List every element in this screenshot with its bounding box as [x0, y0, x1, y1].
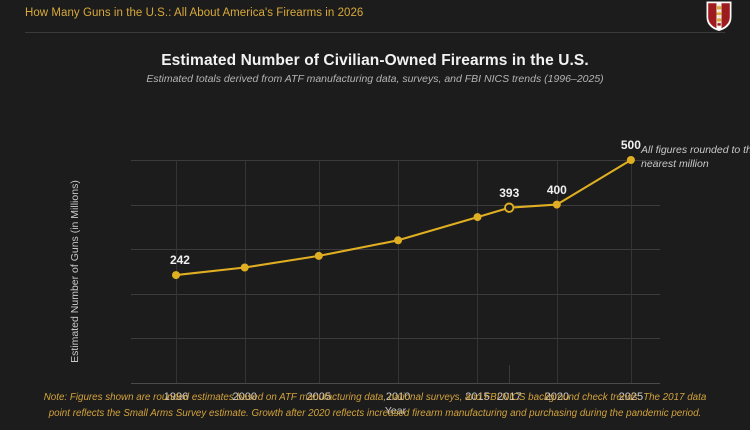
gridline-y-300	[131, 249, 660, 251]
data-point-2017[interactable]	[504, 202, 515, 213]
chart-subtitle: Estimated totals derived from ATF manufa…	[146, 73, 604, 85]
x-tick-2000: 2000	[232, 391, 257, 403]
footnote: Note: Figures shown are rounded estimate…	[38, 390, 712, 422]
gridline-x-2000	[245, 160, 246, 383]
x-axis-line	[131, 383, 660, 384]
header-divider	[25, 32, 725, 33]
footnote-line-1: Note: Figures shown are rounded estimate…	[43, 392, 707, 419]
x-tick-2010: 2010	[385, 391, 411, 403]
value-label-2025: 500	[620, 138, 641, 152]
data-point-2020[interactable]	[552, 200, 561, 209]
data-point-2010[interactable]	[394, 236, 403, 245]
chart-title: Estimated Number of Civilian-Owned Firea…	[161, 52, 589, 69]
page-header: How Many Guns in the U.S.: All About Ame…	[0, 0, 750, 33]
shield-crest-icon	[706, 1, 732, 32]
gridline-x-2015	[477, 160, 478, 383]
value-label-2020: 400	[546, 182, 567, 197]
line-series	[172, 156, 635, 280]
x-tick-2025: 2025	[618, 391, 644, 403]
value-label-2017: 393	[499, 185, 520, 200]
x-axis-title: Year	[384, 405, 407, 417]
series-line	[174, 158, 632, 277]
y-axis-title: Estimated Number of Guns (in Millions)	[69, 180, 81, 363]
gridline-y-400	[131, 204, 660, 206]
plot-area: 0100200300400500 19962000200520102015201…	[131, 138, 660, 403]
gridline-x-2017	[509, 365, 510, 383]
chart-container: Estimated Number of Civilian-Owned Firea…	[0, 33, 750, 417]
data-point-2005[interactable]	[314, 251, 323, 260]
value-label-1996: 242	[169, 253, 190, 268]
chart-annotation: All figures rounded to the nearest milli…	[641, 144, 750, 170]
gridline-x-2025	[631, 160, 632, 383]
x-tick-2015: 2015	[465, 391, 490, 403]
series-markers	[172, 156, 635, 280]
x-tick-1996: 1996	[163, 391, 189, 403]
gridline-x-2020	[557, 160, 558, 383]
x-tick-2020: 2020	[544, 391, 570, 403]
gridline-x-2005	[319, 160, 320, 383]
data-point-2000[interactable]	[240, 263, 249, 272]
data-point-2015[interactable]	[473, 213, 482, 222]
gridline-y-200	[131, 293, 660, 295]
x-tick-2005: 2005	[306, 391, 332, 403]
gridline-y-500	[131, 160, 660, 161]
data-point-2025[interactable]	[626, 156, 635, 164]
footnote-line-2: reflects the Small Arms Survey estimate.…	[72, 408, 702, 419]
gridline-x-2010	[398, 160, 399, 383]
x-tick-2017: 2017	[496, 391, 522, 403]
gridline-y-100	[131, 338, 660, 340]
data-point-1996[interactable]	[172, 271, 180, 280]
page-title: How Many Guns in the U.S.: All About Ame…	[25, 7, 364, 19]
